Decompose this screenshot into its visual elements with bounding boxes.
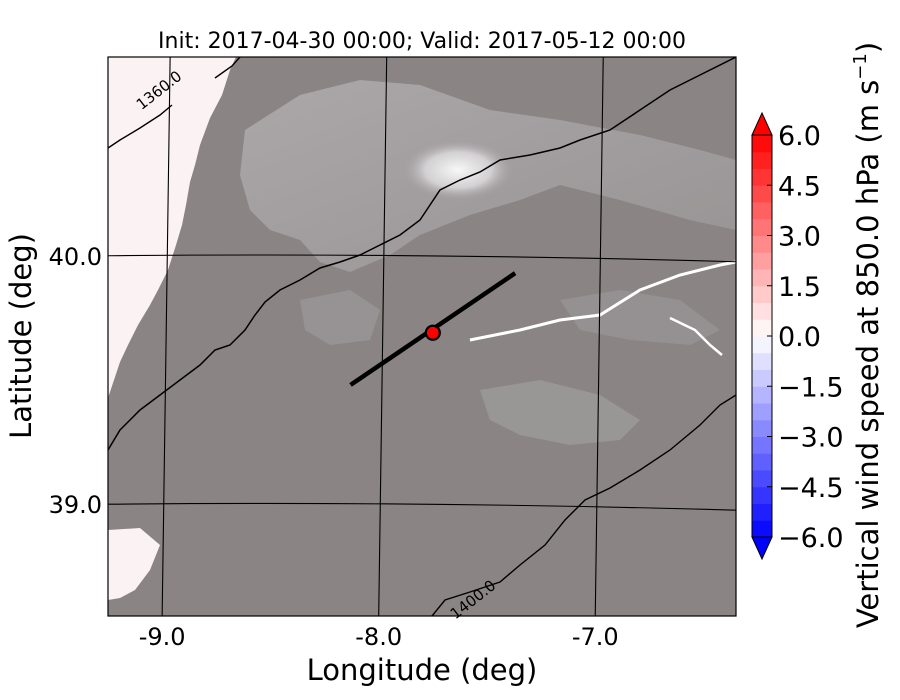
colorbar-label: Vertical wind speed at 850.0 hPa (m s−1) (850, 42, 885, 628)
colorbar-segment (752, 470, 772, 488)
ocean-inlet (108, 528, 160, 600)
colorbar-segment (752, 168, 772, 186)
colorbar-segment (752, 319, 772, 337)
x-tick-label: -7.0 (572, 623, 619, 651)
colorbar-segment (752, 369, 772, 387)
chart-title: Init: 2017-04-30 00:00; Valid: 2017-05-1… (158, 29, 686, 54)
colorbar-label-text: Vertical wind speed at 850.0 hPa (m s (851, 80, 885, 628)
colorbar-segment (752, 135, 772, 153)
colorbar-segment (752, 486, 772, 504)
cross-section-layer (349, 271, 517, 387)
terrain-patch (480, 380, 640, 445)
meridian-line (594, 57, 604, 616)
colorbar-segment (752, 336, 772, 354)
colorbar-extend-max (751, 111, 773, 136)
colorbar-tick-label: −4.5 (778, 473, 844, 504)
colorbar-segment (752, 453, 772, 471)
map-graticule (108, 57, 736, 616)
colorbar-segment (752, 269, 772, 287)
colorbar-segment (752, 386, 772, 404)
y-tick-label: 39.0 (49, 491, 102, 519)
ocean-area (108, 57, 236, 398)
plot-frame (107, 56, 737, 617)
colorbar-tick-label: −6.0 (778, 523, 844, 554)
colorbar-label-end: ) (851, 42, 885, 53)
colorbar-label-exponent: −1 (850, 53, 871, 80)
colorbar-tick-label: −3.0 (778, 423, 844, 454)
colorbar-segment (752, 419, 772, 437)
colorbar-tick-label: 3.0 (778, 222, 821, 253)
colorbar-segment (752, 151, 772, 169)
colorbar-extend-min (751, 536, 773, 561)
contour-line (108, 57, 736, 451)
colorbar-segment (752, 520, 772, 538)
colorbar-segment (752, 252, 772, 270)
colorbar-tick-label: 6.0 (778, 121, 821, 152)
contour-line-1360 (108, 57, 241, 149)
cross-section-point (424, 324, 441, 341)
colorbar-tick-label: 4.5 (778, 171, 821, 202)
colorbar-segment (752, 218, 772, 236)
peak-area (403, 140, 513, 200)
y-axis-label: Latitude (deg) (4, 233, 38, 439)
y-axis-ticks: 40.0 39.0 (49, 243, 102, 519)
parallel-line (108, 254, 736, 263)
colorbar-segment (752, 436, 772, 454)
meridian-line (378, 57, 388, 616)
colorbar-segment (752, 352, 772, 370)
river (669, 316, 723, 356)
colorbar-ticks: 6.0 4.5 3.0 1.5 0.0 −1.5 −3.0 −4.5 −6.0 (767, 121, 844, 554)
x-axis-ticks: -9.0 -8.0 -7.0 (139, 623, 619, 651)
y-tick-label: 40.0 (49, 243, 102, 271)
colorbar-segment (752, 302, 772, 320)
river (469, 260, 736, 342)
map-area (108, 57, 736, 616)
terrain-patch (300, 290, 380, 345)
colorbar (751, 111, 773, 561)
x-axis-label: Longitude (deg) (307, 653, 538, 687)
colorbar-segment (752, 503, 772, 521)
contour-line-1400 (431, 394, 736, 616)
colorbar-tick-label: 0.0 (778, 322, 821, 353)
colorbar-segment (752, 403, 772, 421)
colorbar-tick-label: 1.5 (778, 272, 821, 303)
meridian-line (161, 57, 171, 616)
colorbar-segment (752, 285, 772, 303)
parallel-line (108, 502, 736, 511)
colorbar-tick-label: −1.5 (778, 372, 844, 403)
x-tick-label: -9.0 (139, 623, 186, 651)
colorbar-segment (752, 202, 772, 220)
colorbar-segment (752, 185, 772, 203)
x-tick-label: -8.0 (355, 623, 402, 651)
colorbar-segment (752, 235, 772, 253)
